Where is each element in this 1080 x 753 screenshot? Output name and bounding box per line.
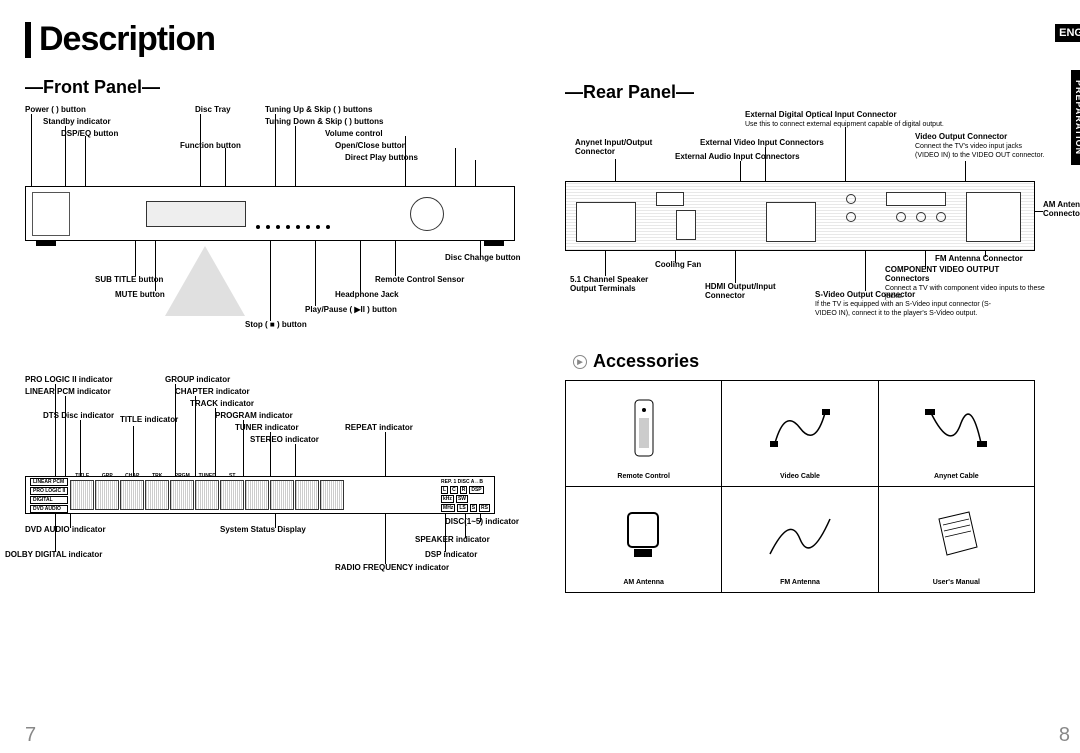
lbl-stereo: STEREO indicator: [250, 436, 319, 445]
lbl-disc15: DISC(1~5) indicator: [445, 518, 519, 527]
lbl-anynet: Anynet Input/Output Connector: [575, 139, 665, 157]
preparation-tab: PREPARATION: [1071, 70, 1080, 165]
lbl-prologic: PRO LOGIC II indicator: [25, 376, 113, 385]
ind-dvdaudio: DVD AUDIO: [30, 505, 68, 513]
label-subtitle: SUB TITLE button: [95, 276, 163, 285]
lbl-title: TITLE indicator: [120, 416, 178, 425]
label-dspeq: DSP/EQ button: [61, 130, 118, 139]
lbl-repeat: REPEAT indicator: [345, 424, 413, 433]
lbl-chapter: CHAPTER indicator: [175, 388, 250, 397]
right-page: ENG PREPARATION —Rear Panel— Anynet Inpu…: [540, 0, 1080, 753]
ind-linearpcm: LINEAR PCM: [30, 478, 68, 486]
lbl-extaudio: External Audio Input Connectors: [675, 153, 800, 162]
lbl-radiofreq: RADIO FREQUENCY indicator: [335, 564, 449, 573]
label-function: Function button: [180, 142, 241, 151]
lbl-videoout: Video Output Connector Connect the TV's …: [915, 133, 1045, 159]
display-left-indicators: LINEAR PCM PRO LOGIC II DIGITAL DVD AUDI…: [30, 478, 68, 513]
lbl-speaker: SPEAKER indicator: [415, 536, 490, 545]
main-title: Description: [39, 20, 215, 59]
acc-videocable: Video Cable: [721, 381, 877, 486]
lbl-sysstatus: System Status Display: [220, 526, 306, 535]
lbl-dvdaudio: DVD AUDIO indicator: [25, 526, 106, 535]
page-number-left: 7: [25, 724, 36, 747]
display-segment-cols: [70, 480, 344, 510]
label-power: Power ( ) button: [25, 106, 86, 115]
rear-panel-diagram: Anynet Input/Output Connector External V…: [565, 111, 1045, 301]
accessories-grid: Remote Control Video Cable Anynet Cable: [565, 380, 1035, 593]
lbl-program: PROGRAM indicator: [215, 412, 293, 421]
page-number-right: 8: [1059, 724, 1070, 747]
acc-amantenna: AM Antenna: [566, 487, 721, 592]
remote-icon: [629, 387, 659, 469]
label-openclose: Open/Close button: [335, 142, 407, 151]
lbl-amant: AM Antenna Connector: [1043, 201, 1080, 219]
display-box: LINEAR PCM PRO LOGIC II DIGITAL DVD AUDI…: [25, 476, 495, 514]
label-rcsensor: Remote Control Sensor: [375, 276, 464, 285]
label-volume: Volume control: [325, 130, 383, 139]
projection-beam: [165, 246, 245, 316]
rear-panel-heading: —Rear Panel—: [565, 82, 1045, 103]
bullet-icon: [573, 355, 587, 369]
label-tuneup: Tuning Up & Skip ( ) buttons: [265, 106, 372, 115]
lbl-linearpcm: LINEAR PCM indicator: [25, 388, 111, 397]
cable-icon: [765, 387, 835, 469]
lbl-51ch: 5.1 Channel Speaker Output Terminals: [570, 276, 670, 294]
accessories-heading-text: Accessories: [593, 351, 699, 372]
rear-device-outline: [565, 181, 1035, 251]
ind-digital: DIGITAL: [30, 496, 68, 504]
label-directplay: Direct Play buttons: [345, 154, 418, 163]
acc-remote: Remote Control: [566, 381, 721, 486]
label-headphone: Headphone Jack: [335, 291, 399, 300]
label-stop: Stop ( ■ ) button: [245, 321, 307, 330]
front-panel-diagram: Power ( ) button Standby indicator DSP/E…: [25, 106, 515, 336]
lbl-extvideo: External Video Input Connectors: [700, 139, 824, 148]
fm-antenna-icon: [765, 493, 835, 575]
eng-badge: ENG: [1055, 24, 1080, 42]
ind-prologic: PRO LOGIC II: [30, 487, 68, 495]
front-device-outline: [25, 186, 515, 241]
lbl-dts: DTS Disc indicator: [43, 412, 114, 421]
lbl-tuner: TUNER indicator: [235, 424, 299, 433]
lbl-hdmi: HDMI Output/Input Connector: [705, 283, 795, 301]
label-playpause: Play/Pause ( ▶II ) button: [305, 306, 397, 315]
label-mute: MUTE button: [115, 291, 165, 300]
manual-icon: [929, 493, 984, 575]
lbl-component: COMPONENT VIDEO OUTPUT Connectors Connec…: [885, 266, 1045, 301]
lbl-fmant: FM Antenna Connector: [935, 255, 1023, 264]
label-discchange: Disc Change button: [445, 254, 521, 263]
lbl-optical: External Digital Optical Input Connector…: [745, 111, 945, 129]
display-right-indicators: REP. 1 DISC A↔B LCRDSP kHzSW MHzLSSRS: [441, 479, 490, 512]
acc-fmantenna: FM Antenna: [721, 487, 877, 592]
label-standby: Standby indicator: [43, 118, 111, 127]
ind-repeat-row: REP. 1 DISC A↔B: [441, 479, 490, 485]
label-tunedown: Tuning Down & Skip ( ) buttons: [265, 118, 384, 127]
lbl-dolby: DOLBY DIGITAL indicator: [5, 551, 102, 560]
front-panel-heading: —Front Panel—: [25, 77, 515, 98]
lbl-coolingfan: Cooling Fan: [655, 261, 701, 270]
left-page: Description —Front Panel— Power ( ) butt…: [0, 0, 540, 753]
lbl-track: TRACK indicator: [190, 400, 254, 409]
display-detail-diagram: PRO LOGIC II indicator LINEAR PCM indica…: [25, 376, 515, 576]
lbl-dsp: DSP indicator: [425, 551, 477, 560]
acc-manual: User's Manual: [878, 487, 1034, 592]
accessories-heading: Accessories: [573, 351, 1045, 372]
title-row: Description: [25, 20, 515, 59]
cable2-icon: [921, 387, 991, 469]
am-antenna-icon: [616, 493, 671, 575]
acc-anynetcable: Anynet Cable: [878, 381, 1034, 486]
title-accent-bar: [25, 22, 31, 58]
